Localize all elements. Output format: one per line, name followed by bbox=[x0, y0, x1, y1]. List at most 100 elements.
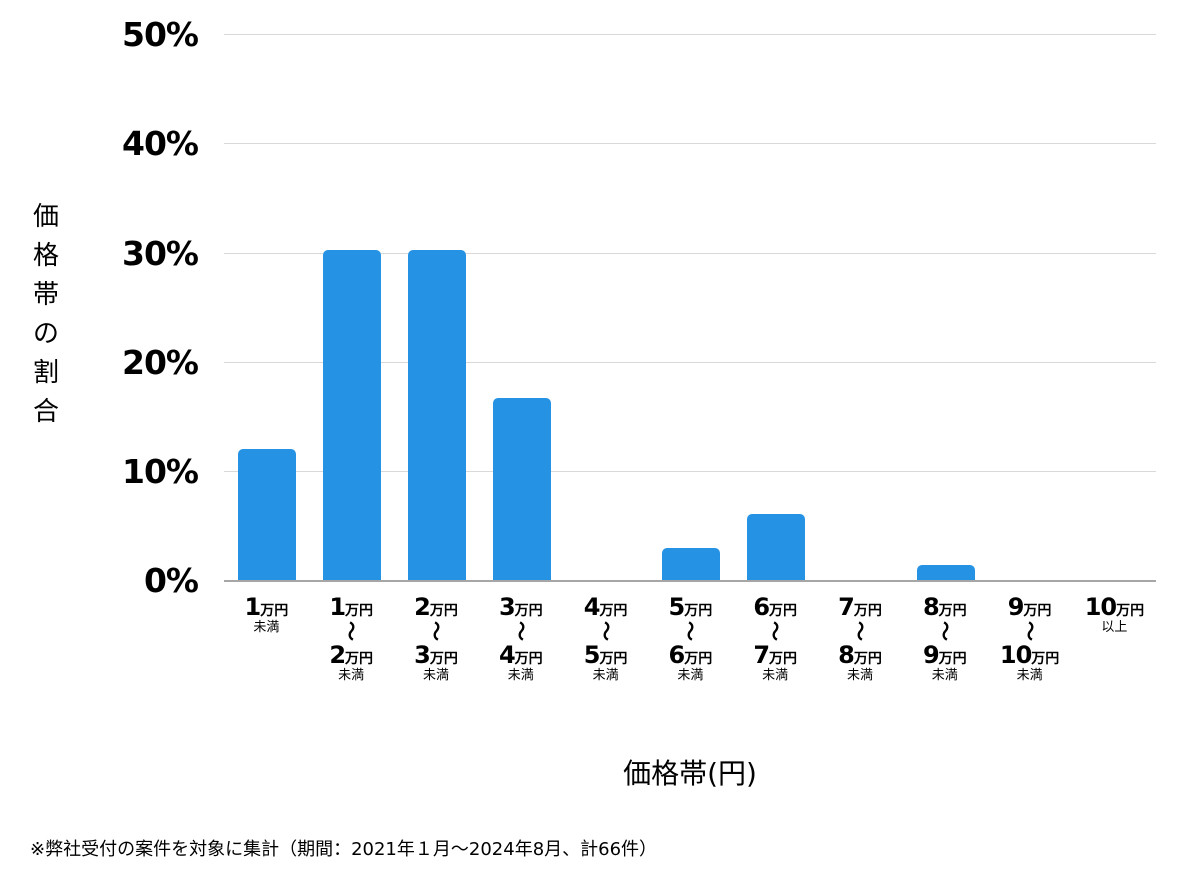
y-axis-title-char: 帯 bbox=[32, 280, 59, 310]
y-tick-label: 50% bbox=[122, 15, 199, 54]
y-axis-title-char: の bbox=[32, 319, 59, 349]
range-start: 8万円 bbox=[903, 594, 987, 620]
y-axis-title-char: 価 bbox=[32, 202, 59, 232]
range-start: 4万円 bbox=[564, 594, 648, 620]
range-end: 8万円 bbox=[818, 642, 902, 668]
range-suffix: 未満 bbox=[253, 620, 280, 635]
range-suffix: 未満 bbox=[338, 668, 365, 683]
range-start-unit: 万円 bbox=[514, 603, 543, 619]
gridline-20 bbox=[224, 362, 1156, 363]
range-start-unit: 万円 bbox=[938, 603, 967, 619]
range-start: 6万円 bbox=[733, 594, 817, 620]
range-end-number: 5 bbox=[583, 641, 601, 669]
range-start-number: 1 bbox=[329, 593, 346, 621]
range-start: 5万円 bbox=[648, 594, 732, 620]
x-category-label: 1万円〜 2万円 未満 bbox=[309, 594, 393, 683]
range-tilde-icon: 〜 bbox=[508, 621, 533, 641]
range-suffix: 未満 bbox=[592, 668, 619, 683]
range-start: 3万円 bbox=[479, 594, 563, 620]
range-start: 1万円 bbox=[309, 594, 393, 620]
x-category-label: 10万円 以上 bbox=[1072, 594, 1156, 635]
range-suffix: 未満 bbox=[931, 668, 958, 683]
range-start-unit: 万円 bbox=[429, 603, 458, 619]
x-category-label: 9万円〜 10万円 未満 bbox=[988, 594, 1072, 683]
y-tick-label: 0% bbox=[143, 561, 199, 600]
y-tick-label: 10% bbox=[122, 452, 199, 491]
gridline-30 bbox=[224, 253, 1156, 254]
range-end: 6万円 bbox=[648, 642, 732, 668]
range-start-unit: 万円 bbox=[599, 603, 628, 619]
range-suffix: 未満 bbox=[1016, 668, 1043, 683]
range-start-number: 1 bbox=[244, 593, 262, 621]
bar bbox=[747, 514, 806, 581]
bar bbox=[408, 249, 466, 581]
range-suffix: 未満 bbox=[422, 668, 449, 683]
range-start-number: 4 bbox=[583, 593, 601, 621]
bar bbox=[238, 448, 297, 581]
x-category-label: 7万円〜 8万円 未満 bbox=[818, 594, 902, 683]
range-end-unit: 万円 bbox=[345, 651, 374, 667]
range-start-number: 6 bbox=[753, 593, 770, 621]
range-suffix: 以上 bbox=[1101, 620, 1128, 635]
range-end: 10万円 bbox=[988, 642, 1072, 668]
x-category-label: 4万円〜 5万円 未満 bbox=[564, 594, 648, 683]
range-end: 7万円 bbox=[733, 642, 817, 668]
x-category-label: 2万円〜 3万円 未満 bbox=[394, 594, 478, 683]
range-tilde-icon: 〜 bbox=[339, 621, 364, 641]
range-suffix: 未満 bbox=[846, 668, 873, 683]
range-end-number: 9 bbox=[922, 641, 940, 669]
range-start-unit: 万円 bbox=[684, 603, 713, 619]
range-start-unit: 万円 bbox=[260, 603, 289, 619]
range-start-unit: 万円 bbox=[1023, 603, 1052, 619]
x-category-label: 5万円〜 6万円 未満 bbox=[648, 594, 732, 683]
y-tick-label: 20% bbox=[122, 343, 199, 382]
range-start-number: 2 bbox=[414, 593, 431, 621]
range-end-unit: 万円 bbox=[429, 651, 458, 667]
range-tilde-icon: 〜 bbox=[678, 621, 703, 641]
range-start-number: 8 bbox=[922, 593, 940, 621]
range-end-number: 4 bbox=[498, 641, 516, 669]
bar bbox=[662, 548, 721, 581]
range-end: 5万円 bbox=[564, 642, 648, 668]
range-end-number: 7 bbox=[753, 641, 770, 669]
range-start-number: 9 bbox=[1007, 593, 1025, 621]
range-suffix: 未満 bbox=[762, 668, 789, 683]
x-axis-line bbox=[224, 580, 1156, 582]
range-start: 7万円 bbox=[818, 594, 902, 620]
gridline-10 bbox=[224, 471, 1156, 472]
range-end-number: 6 bbox=[668, 641, 686, 669]
range-end: 3万円 bbox=[394, 642, 478, 668]
range-tilde-icon: 〜 bbox=[763, 621, 788, 641]
x-category-label: 6万円〜 7万円 未満 bbox=[733, 594, 817, 683]
range-end-unit: 万円 bbox=[684, 651, 713, 667]
range-start-number: 3 bbox=[498, 593, 516, 621]
range-end-number: 2 bbox=[329, 641, 346, 669]
range-tilde-icon: 〜 bbox=[932, 621, 957, 641]
x-axis-title: 価格帯(円) bbox=[623, 757, 757, 790]
range-end: 4万円 bbox=[479, 642, 563, 668]
range-end-unit: 万円 bbox=[514, 651, 543, 667]
range-end-number: 3 bbox=[414, 641, 431, 669]
range-start: 2万円 bbox=[394, 594, 478, 620]
range-start-unit: 万円 bbox=[1116, 603, 1145, 619]
range-start: 1万円 bbox=[224, 594, 308, 620]
range-start-unit: 万円 bbox=[345, 603, 374, 619]
x-category-label: 3万円〜 4万円 未満 bbox=[479, 594, 563, 683]
range-start-number: 5 bbox=[668, 593, 686, 621]
range-end-unit: 万円 bbox=[1031, 651, 1060, 667]
range-end-unit: 万円 bbox=[938, 651, 967, 667]
range-tilde-icon: 〜 bbox=[424, 621, 448, 641]
range-suffix: 未満 bbox=[677, 668, 704, 683]
y-axis-title-char: 格 bbox=[32, 241, 59, 271]
range-end-number: 8 bbox=[838, 641, 855, 669]
range-start-unit: 万円 bbox=[769, 603, 798, 619]
range-start-number: 10 bbox=[1084, 593, 1117, 621]
range-start: 9万円 bbox=[988, 594, 1072, 620]
range-tilde-icon: 〜 bbox=[1017, 621, 1042, 641]
y-axis-title-char: 合 bbox=[32, 397, 59, 427]
y-axis-title-char: 割 bbox=[32, 358, 59, 388]
y-axis-title: 価 格 帯 の 割 合 bbox=[28, 198, 64, 432]
range-end-unit: 万円 bbox=[769, 651, 798, 667]
range-end-number: 10 bbox=[999, 641, 1032, 669]
bar bbox=[323, 249, 382, 581]
